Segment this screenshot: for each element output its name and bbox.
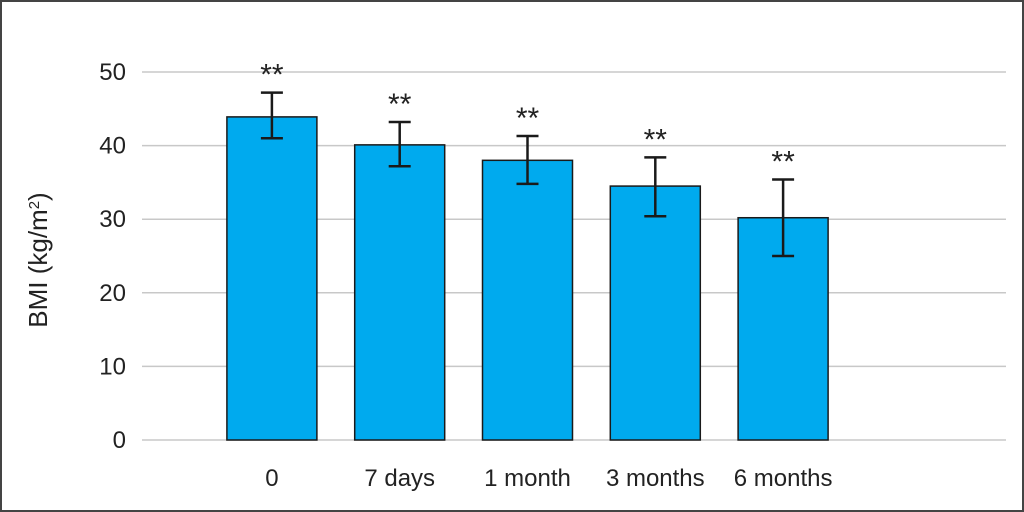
- bar: [226, 116, 318, 441]
- error-bar: [644, 156, 667, 218]
- significance-label: **: [260, 59, 284, 92]
- y-tick-label: 50: [99, 59, 126, 86]
- significance-labels: ** ** ** ** **: [260, 59, 795, 179]
- significance-label: **: [516, 102, 540, 135]
- bar: [481, 159, 574, 441]
- y-axis-ticks: 0 10 20 30 40 50: [99, 59, 126, 454]
- x-category-label: 0: [265, 465, 278, 492]
- y-tick-label: 30: [99, 206, 126, 233]
- x-category-label: 6 months: [734, 465, 833, 492]
- bar: [353, 144, 446, 441]
- error-bar: [516, 134, 539, 186]
- error-bars: [260, 91, 795, 258]
- significance-label: **: [388, 88, 412, 121]
- x-category-label: 1 month: [484, 465, 571, 492]
- y-tick-label: 20: [99, 280, 126, 307]
- significance-label: **: [771, 145, 795, 178]
- error-bar: [260, 91, 283, 140]
- y-tick-label: 0: [113, 427, 126, 454]
- error-bar: [772, 178, 795, 258]
- y-tick-label: 40: [99, 133, 126, 160]
- y-tick-label: 10: [99, 353, 126, 380]
- significance-label: **: [644, 123, 668, 156]
- x-category-label: 3 months: [606, 465, 705, 492]
- y-axis-title: BMI (kg/m2): [23, 192, 53, 327]
- x-category-label: 7 days: [364, 465, 435, 492]
- error-bar: [388, 120, 411, 168]
- bar: [609, 185, 702, 441]
- x-axis-labels: 0 7 days 1 month 3 months 6 months: [265, 465, 832, 492]
